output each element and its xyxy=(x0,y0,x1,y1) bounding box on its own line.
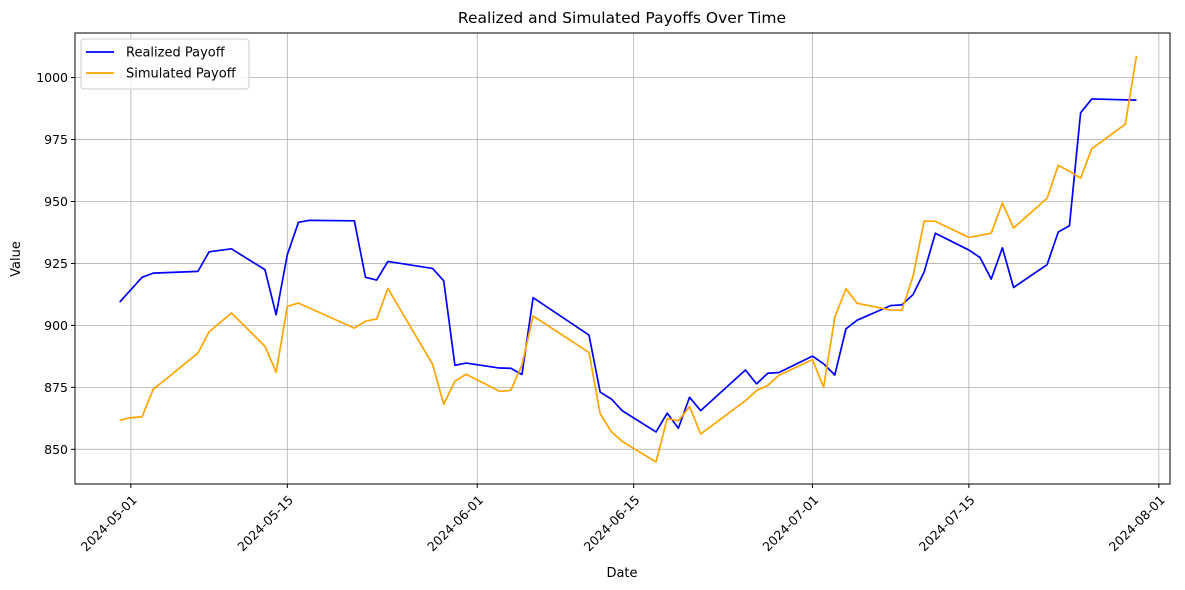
series-line-realized xyxy=(119,98,1137,433)
legend-label: Simulated Payoff xyxy=(126,67,237,82)
y-tick-label: 900 xyxy=(44,318,68,333)
x-axis-title: Date xyxy=(606,566,637,581)
series-layer xyxy=(119,55,1138,463)
series-line-simulated xyxy=(119,55,1138,463)
y-tick-label: 850 xyxy=(44,442,68,457)
grid xyxy=(75,33,1170,484)
legend-label: Realized Payoff xyxy=(126,46,226,61)
chart-title: Realized and Simulated Payoffs Over Time xyxy=(458,9,786,27)
y-tick-label: 925 xyxy=(44,256,68,271)
y-tick-label: 950 xyxy=(44,194,68,209)
y-axis-title: Value xyxy=(9,241,24,277)
y-tick-label: 975 xyxy=(44,132,68,147)
plot-frame xyxy=(74,32,1171,485)
legend: Realized Payoff Simulated Payoff xyxy=(80,38,250,90)
legend-box xyxy=(80,38,250,90)
y-tick-label: 1000 xyxy=(36,70,68,85)
y-tick-label: 875 xyxy=(44,380,68,395)
